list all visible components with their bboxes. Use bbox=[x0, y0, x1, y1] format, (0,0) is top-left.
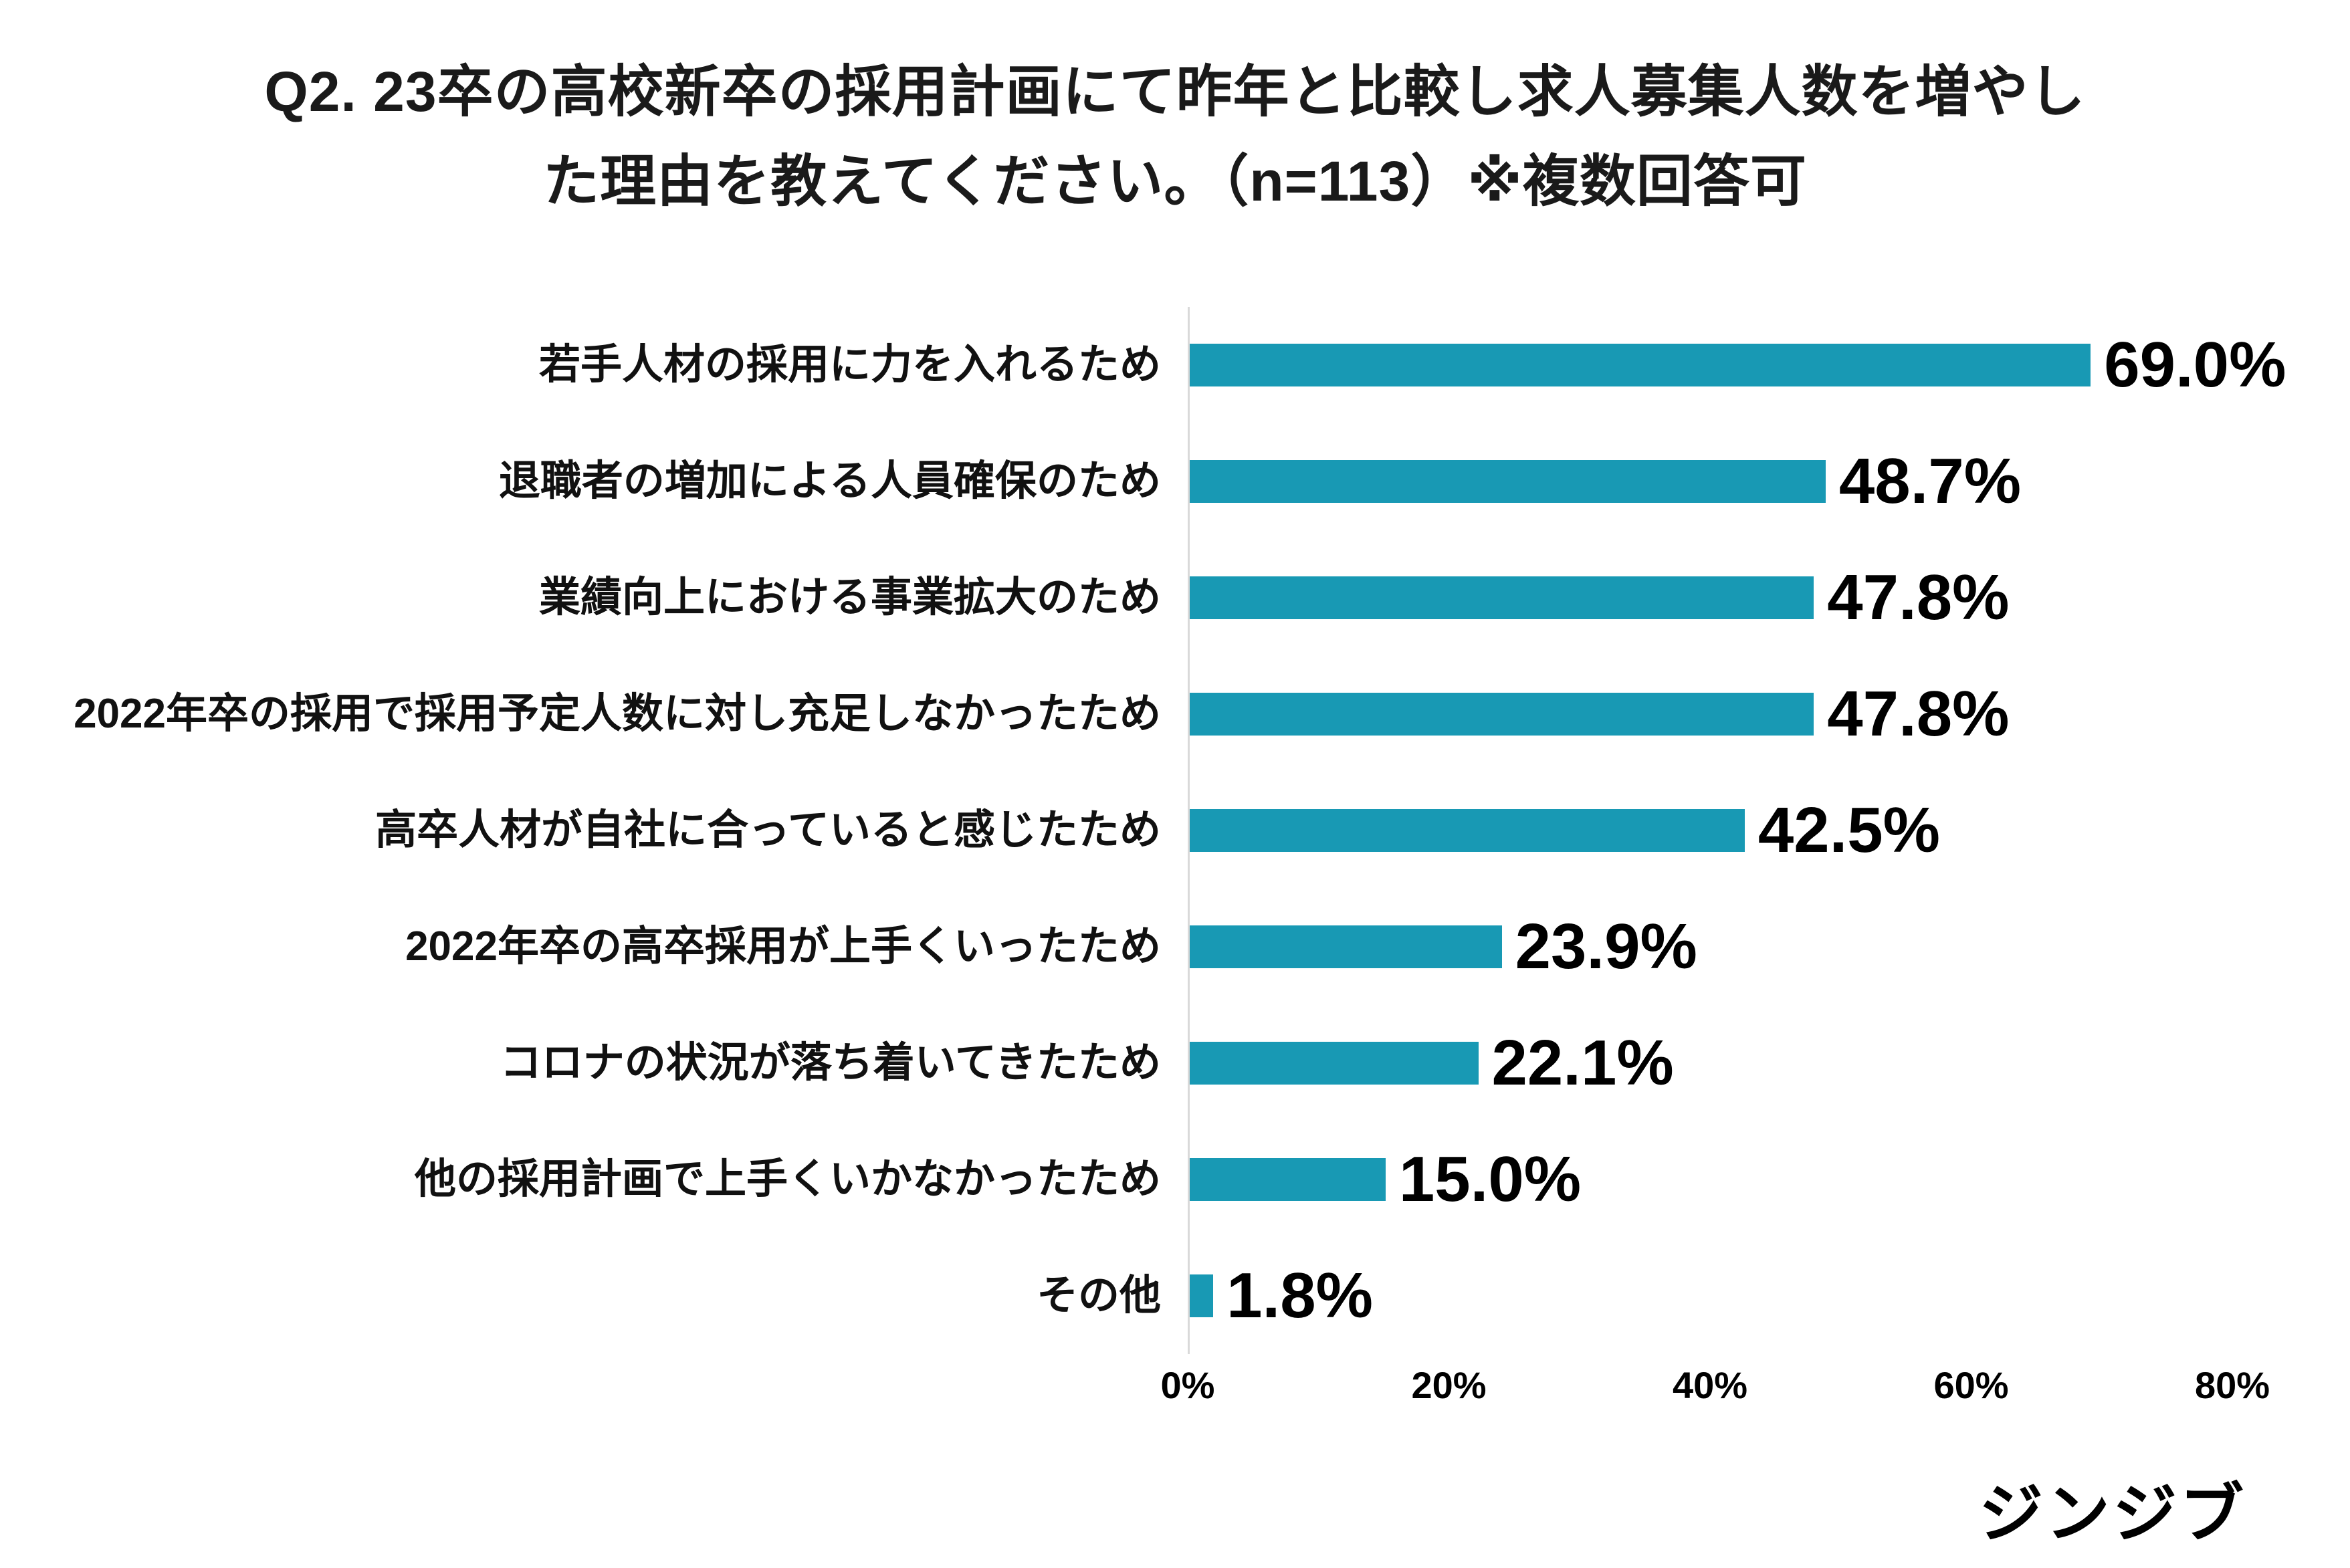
chart-row: 他の採用計画で上手くいかなかったため 15.0% bbox=[0, 1121, 2350, 1238]
bar bbox=[1190, 1274, 1214, 1317]
chart-row: 若手人材の採用に力を入れるため 69.0% bbox=[0, 306, 2350, 423]
bar bbox=[1190, 1041, 1479, 1085]
bar-track: 42.5% bbox=[1188, 772, 2258, 889]
bar-rows: 若手人材の採用に力を入れるため 69.0% 退職者の増加による人員確保のため 48.7… bbox=[0, 306, 2350, 1354]
bar bbox=[1190, 808, 1745, 852]
jinjib-logo: ジンジブ bbox=[1979, 1478, 2246, 1550]
category-label: その他 bbox=[1036, 1272, 1161, 1319]
x-axis-tick-label: 40% bbox=[1672, 1363, 1748, 1406]
bar bbox=[1190, 576, 1814, 619]
value-label: 47.8% bbox=[1827, 677, 2010, 750]
value-label: 15.0% bbox=[1398, 1143, 1582, 1215]
category-label: 若手人材の採用に力を入れるため bbox=[538, 341, 1161, 388]
chart-row: 高卒人材が自社に合っていると感じたため 42.5% bbox=[0, 772, 2350, 889]
chart-title-line1: Q2. 23卒の高校新卒の採用計画にて昨年と比較し求人募集人数を増やし bbox=[264, 60, 2086, 123]
chart-row: その他 1.8% bbox=[0, 1237, 2350, 1354]
bar-track: 23.9% bbox=[1188, 888, 2258, 1005]
category-label: 他の採用計画で上手くいかなかったため bbox=[414, 1155, 1161, 1202]
chart-title-line2: た理由を教えてください。（n=113）※複数回答可 bbox=[543, 150, 1807, 213]
bar-track: 22.1% bbox=[1188, 1004, 2258, 1121]
bar-track: 15.0% bbox=[1188, 1121, 2258, 1238]
x-axis-tick-label: 60% bbox=[1933, 1363, 2009, 1406]
bar-track: 1.8% bbox=[1188, 1237, 2258, 1354]
bar bbox=[1190, 1157, 1386, 1201]
x-axis: 0% 20% 40% 60% 80% bbox=[1161, 1363, 2350, 1437]
x-axis-tick-label: 80% bbox=[2194, 1363, 2270, 1406]
bar bbox=[1190, 343, 2091, 386]
x-axis-tick-label: 20% bbox=[1411, 1363, 1487, 1406]
x-axis-tick-label: 0% bbox=[1160, 1363, 1215, 1406]
bar-track: 47.8% bbox=[1188, 539, 2258, 656]
bar-chart: 若手人材の採用に力を入れるため 69.0% 退職者の増加による人員確保のため 48.7… bbox=[0, 306, 2350, 1437]
category-label: 退職者の増加による人員確保のため bbox=[498, 457, 1161, 504]
bar bbox=[1190, 692, 1814, 736]
chart-row: 2022年卒の採用で採用予定人数に対し充足しなかったため 47.8% bbox=[0, 655, 2350, 772]
value-label: 42.5% bbox=[1757, 794, 1941, 866]
chart-row: 業績向上における事業拡大のため 47.8% bbox=[0, 539, 2350, 656]
chart-row: 2022年卒の高卒採用が上手くいったため 23.9% bbox=[0, 888, 2350, 1005]
bar bbox=[1190, 459, 1826, 503]
chart-row: 退職者の増加による人員確保のため 48.7% bbox=[0, 423, 2350, 540]
value-label: 23.9% bbox=[1515, 910, 1697, 982]
bar-track: 47.8% bbox=[1188, 655, 2258, 772]
chart-title: Q2. 23卒の高校新卒の採用計画にて昨年と比較し求人募集人数を増やし た理由を… bbox=[0, 47, 2350, 227]
value-label: 1.8% bbox=[1226, 1259, 1373, 1331]
bar-track: 69.0% bbox=[1188, 306, 2286, 423]
category-label: コロナの状況が落ち着いてきたため bbox=[500, 1039, 1161, 1086]
category-label: 2022年卒の高卒採用が上手くいったため bbox=[405, 923, 1161, 970]
value-label: 48.7% bbox=[1838, 445, 2022, 517]
value-label: 69.0% bbox=[2104, 328, 2286, 401]
value-label: 22.1% bbox=[1491, 1026, 1674, 1099]
bar bbox=[1190, 925, 1502, 968]
category-label: 業績向上における事業拡大のため bbox=[538, 574, 1161, 621]
chart-row: コロナの状況が落ち着いてきたため 22.1% bbox=[0, 1004, 2350, 1121]
category-label: 2022年卒の採用で採用予定人数に対し充足しなかったため bbox=[74, 690, 1161, 737]
value-label: 47.8% bbox=[1827, 561, 2010, 633]
bar-track: 48.7% bbox=[1188, 423, 2258, 540]
category-label: 高卒人材が自社に合っていると感じたため bbox=[375, 806, 1161, 853]
